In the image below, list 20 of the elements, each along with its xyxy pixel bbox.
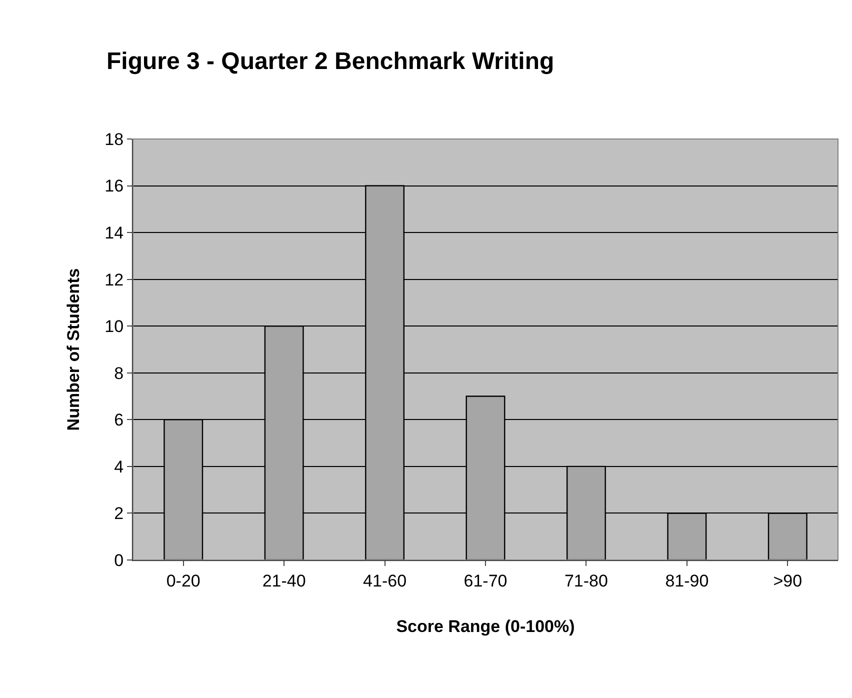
y-tick-label: 2	[114, 504, 124, 524]
y-tick-label: 8	[114, 364, 124, 383]
x-tick-label: >90	[773, 571, 802, 590]
y-tick-label: 6	[114, 410, 124, 430]
x-tick-label: 41-60	[363, 571, 407, 590]
x-tick-label: 71-80	[564, 571, 608, 590]
x-tick-label: 21-40	[262, 571, 306, 590]
x-tick-label: 81-90	[665, 571, 709, 590]
y-tick-label: 10	[104, 317, 124, 336]
y-tick-label: 18	[104, 130, 124, 149]
y-tick-label: 16	[104, 176, 124, 196]
y-tick-label: 14	[104, 224, 124, 243]
chart-title: Figure 3 - Quarter 2 Benchmark Writing	[106, 48, 554, 76]
x-tick-label: 61-70	[464, 571, 508, 590]
x-tick-label: 0-20	[166, 571, 200, 590]
y-tick-label: 12	[104, 270, 124, 290]
y-tick-label: 0	[114, 550, 124, 570]
y-tick-label: 4	[114, 457, 124, 476]
y-axis-title: Number of Students	[64, 268, 84, 431]
x-axis-title: Score Range (0-100%)	[396, 616, 575, 636]
